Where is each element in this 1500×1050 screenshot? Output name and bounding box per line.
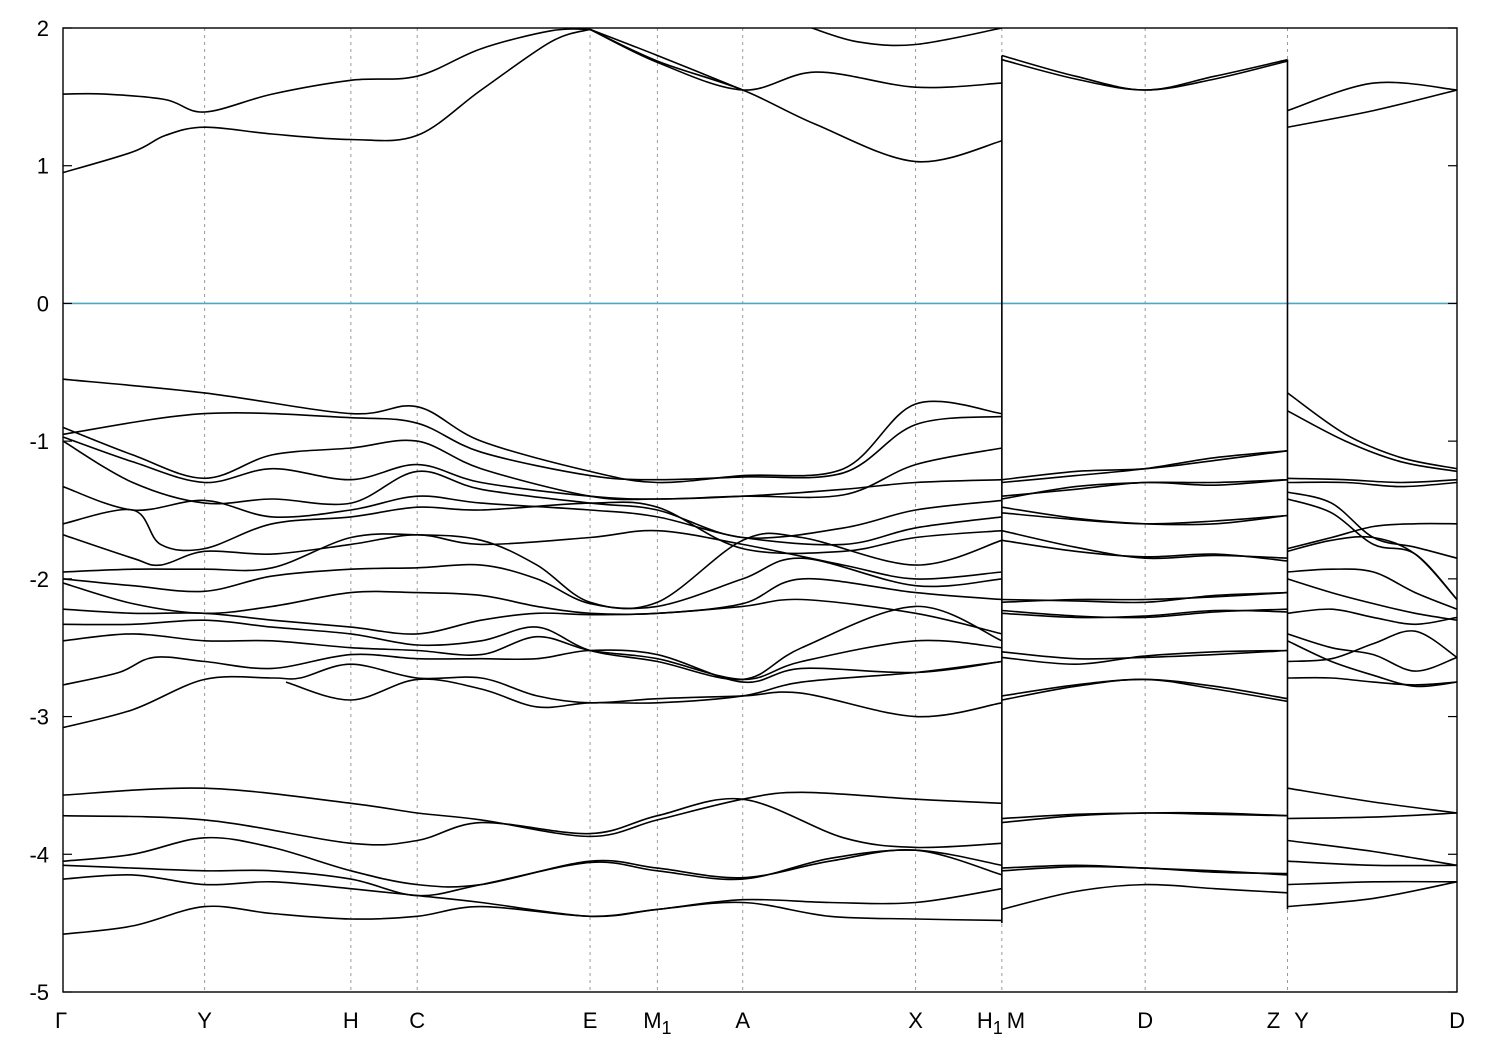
band-series-60 (63, 836, 1003, 888)
band-series-4 (589, 28, 744, 91)
x-kpoint-label: D (1449, 1008, 1465, 1033)
band-series-53 (1287, 608, 1457, 626)
x-kpoint-label: E (583, 1008, 598, 1033)
band-series-38 (1001, 609, 1288, 619)
band-series-36 (1001, 591, 1288, 604)
band-series-14 (63, 440, 1002, 539)
band-series-25 (63, 663, 1003, 729)
band-series-52 (1287, 578, 1457, 621)
x-kpoint-label: Y (197, 1008, 212, 1033)
band-series-49 (1287, 522, 1457, 550)
band-series-42 (1001, 678, 1288, 703)
x-axis-kpoints: Γ Y H C E M1 A X H1 M D Z Y D (55, 1008, 1465, 1038)
band-series-67 (1001, 865, 1288, 875)
band-series-11 (63, 412, 1002, 481)
band-series-28 (1001, 450, 1288, 481)
x-kpoint-label: M (1007, 1008, 1025, 1033)
band-series-55 (1287, 630, 1457, 663)
x-kpoint-subscript: 1 (993, 1018, 1003, 1038)
x-kpoint-subscript: 1 (662, 1018, 672, 1038)
band-series-13 (63, 436, 1002, 500)
band-series-57 (1287, 676, 1457, 686)
y-tick-label: 0 (37, 291, 49, 316)
x-kpoint-label: H1 (977, 1008, 1003, 1038)
y-tick-label: -1 (29, 429, 49, 454)
band-series-39 (1001, 649, 1288, 660)
band-series-65 (1001, 812, 1288, 820)
band-series-73 (1287, 880, 1457, 886)
x-kpoint-label: A (735, 1008, 750, 1033)
band-series-20 (63, 577, 1002, 616)
y-tick-label: -2 (29, 567, 49, 592)
x-kpoint-label: M1 (643, 1008, 671, 1038)
band-series-18 (63, 532, 1003, 610)
band-series-7 (1001, 58, 1288, 91)
x-kpoint-label: D (1137, 1008, 1153, 1033)
band-series-68 (1001, 883, 1288, 911)
band-series-5 (811, 28, 1003, 47)
y-tick-label: -5 (29, 980, 49, 1005)
band-series-10 (63, 378, 1002, 484)
x-kpoint-label: Γ (55, 1008, 67, 1033)
y-tick-label: -4 (29, 842, 49, 867)
band-series-12 (63, 426, 1003, 501)
x-kpoint-label: C (409, 1008, 425, 1033)
y-tick-label: 1 (37, 154, 49, 179)
band-series-3 (589, 28, 1003, 163)
discontinuity-lines (1001, 55, 1289, 924)
band-series-31 (1001, 506, 1288, 526)
plot-frame (62, 27, 1458, 993)
band-series-19 (63, 557, 1002, 610)
band-series-1 (63, 28, 591, 174)
band-series-24 (63, 649, 1002, 686)
band-series-0 (63, 28, 591, 113)
band-series-48 (1287, 498, 1457, 601)
band-series-23 (63, 633, 1002, 681)
band-series-59 (63, 797, 1002, 849)
band-series-45 (1287, 477, 1457, 484)
band-series-32 (1001, 512, 1288, 525)
x-kpoint-label: H (343, 1008, 359, 1033)
x-kpoint-label: X (908, 1008, 923, 1033)
band-series-30 (1001, 478, 1288, 500)
band-series-63 (63, 901, 1002, 935)
x-kpoint-label: Y (1294, 1008, 1309, 1033)
band-series-43 (1287, 392, 1457, 470)
band-series-58 (63, 787, 1002, 838)
band-series-8 (1287, 81, 1457, 112)
band-series-71 (1287, 839, 1457, 867)
band-series-61 (63, 849, 1003, 897)
band-series-56 (1287, 640, 1457, 688)
band-series-54 (1287, 633, 1457, 672)
band-series-2 (589, 28, 1002, 91)
y-axis: -5 -4 -3 -2 -1 0 1 2 (29, 16, 1457, 1005)
band-series-44 (1287, 410, 1457, 473)
band-series-72 (1287, 860, 1457, 867)
band-series-46 (1287, 481, 1457, 488)
band-series-34 (1001, 539, 1288, 562)
kpoint-gridlines (204, 28, 1288, 992)
band-series-62 (63, 873, 1003, 918)
band-series-74 (1287, 881, 1457, 908)
y-tick-label: -3 (29, 705, 49, 730)
x-kpoint-label: Z (1267, 1008, 1280, 1033)
band-series-50 (1287, 535, 1457, 601)
band-series-69 (1287, 787, 1457, 814)
band-series-26 (285, 660, 1002, 709)
band-series-21 (63, 598, 1003, 635)
y-tick-label: 2 (37, 16, 49, 41)
band-series-47 (1287, 491, 1457, 559)
band-series-16 (63, 501, 1002, 555)
band-series-51 (1287, 568, 1457, 610)
band-series-9 (1287, 89, 1457, 128)
band-series-40 (1001, 649, 1288, 666)
band-series-22 (63, 605, 1003, 681)
band-series-17 (63, 529, 1002, 580)
band-series-70 (1287, 812, 1457, 820)
band-series-15 (63, 485, 1002, 546)
band-lines (63, 28, 1457, 935)
